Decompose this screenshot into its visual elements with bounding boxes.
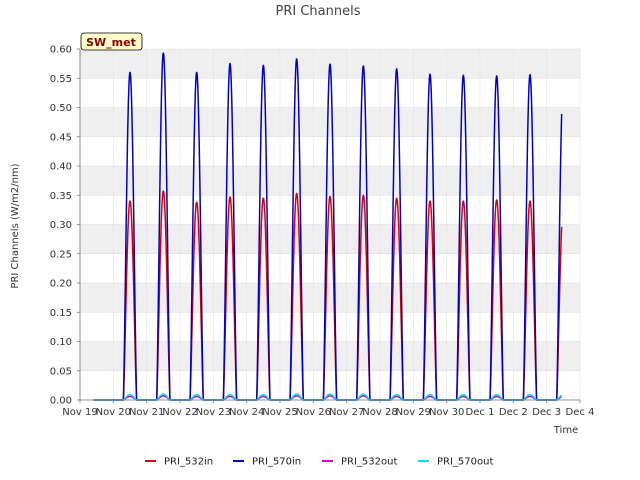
y-tick-label: 0.50	[50, 103, 72, 114]
x-axis-label: Time	[553, 425, 578, 436]
sw-met-tag-box	[80, 32, 143, 51]
x-tick-label: Dec 2	[499, 407, 528, 418]
y-tick-label: 0.55	[50, 74, 72, 85]
x-tick-label: Nov 29	[396, 407, 431, 418]
x-tick-label: Nov 30	[429, 407, 464, 418]
y-tick-label: 0.10	[50, 337, 72, 348]
grid-band	[80, 341, 580, 371]
x-tick-label: Nov 25	[262, 407, 297, 418]
x-tick-label: Nov 26	[296, 407, 331, 418]
legend-label-pri-532in: PRI_532in	[164, 457, 213, 468]
y-tick-label: 0.00	[50, 396, 72, 407]
sw-met-tag-text: SW_met	[86, 36, 136, 49]
x-tick-label: Nov 19	[62, 407, 97, 418]
legend-label-pri-532out: PRI_532out	[341, 457, 397, 468]
grid-band	[80, 166, 580, 196]
x-tick-label: Nov 23	[196, 407, 231, 418]
legend-label-pri-570out: PRI_570out	[437, 457, 493, 468]
y-tick-label: 0.05	[50, 366, 72, 377]
y-tick-label: 0.15	[50, 308, 72, 319]
x-tick-label: Dec 4	[566, 407, 595, 418]
y-tick-label: 0.30	[50, 220, 72, 231]
grid-band	[80, 283, 580, 313]
y-tick-label: 0.35	[50, 191, 72, 202]
y-tick-label: 0.20	[50, 279, 72, 290]
y-tick-label: 0.60	[50, 45, 72, 56]
x-tick-label: Dec 3	[532, 407, 561, 418]
sw-met-tag: SW_met	[80, 32, 143, 51]
x-tick-label: Nov 20	[96, 407, 131, 418]
chart-title: PRI Channels	[276, 4, 361, 19]
grid-band	[80, 224, 580, 254]
y-tick-label: 0.25	[50, 249, 72, 260]
x-tick-label: Nov 22	[162, 407, 197, 418]
x-tick-label: Dec 1	[466, 407, 495, 418]
x-tick-label: Nov 28	[362, 407, 397, 418]
grid-band	[80, 107, 580, 137]
y-tick-label: 0.45	[50, 132, 72, 143]
legend-label-pri-570in: PRI_570in	[252, 457, 301, 468]
x-tick-label: Nov 21	[129, 407, 164, 418]
x-tick-label: Nov 24	[229, 407, 264, 418]
y-axis-label: PRI Channels (W/m2/nm)	[10, 163, 21, 288]
y-tick-label: 0.40	[50, 162, 72, 173]
x-tick-label: Nov 27	[329, 407, 364, 418]
legend: PRI_532in PRI_570in PRI_532out PRI_570out	[145, 457, 493, 468]
